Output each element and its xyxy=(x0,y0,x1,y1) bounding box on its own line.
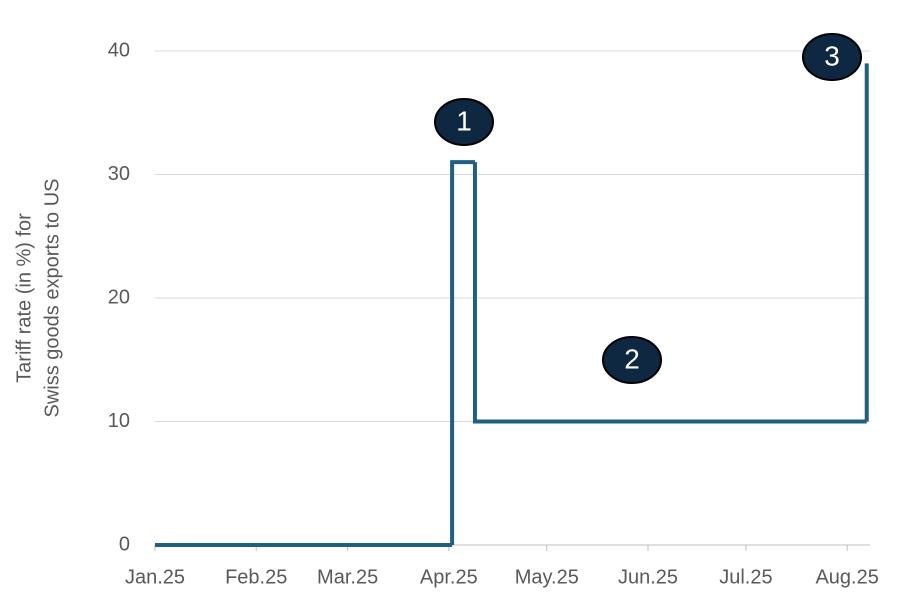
step-segment xyxy=(450,160,475,545)
y-axis-title: Tariff rate (in %) for xyxy=(13,213,35,383)
annotation-marker xyxy=(602,336,662,384)
x-tick-label: Apr.25 xyxy=(420,566,478,588)
y-axis-title: Swiss goods exports to US xyxy=(41,179,63,418)
annotation-label: 1 xyxy=(456,105,472,136)
x-tick-label: Feb.25 xyxy=(225,566,287,588)
x-tick-label: Aug.25 xyxy=(815,566,878,588)
annotation-label: 2 xyxy=(624,343,640,374)
x-tick-label: Jul.25 xyxy=(719,566,772,588)
y-tick-label: 0 xyxy=(119,533,130,555)
x-tick-label: Jun.25 xyxy=(618,566,678,588)
annotation-marker xyxy=(434,98,494,146)
y-tick-label: 10 xyxy=(108,410,130,432)
y-tick-label: 40 xyxy=(108,39,130,61)
y-tick-label: 30 xyxy=(108,163,130,185)
step-segment xyxy=(472,162,867,424)
x-tick-label: May.25 xyxy=(515,566,579,588)
x-tick-label: Jan.25 xyxy=(125,566,185,588)
annotation-marker xyxy=(802,33,862,81)
y-tick-label: 20 xyxy=(108,286,130,308)
x-tick-label: Mar.25 xyxy=(317,566,378,588)
annotation-label: 3 xyxy=(824,40,840,71)
